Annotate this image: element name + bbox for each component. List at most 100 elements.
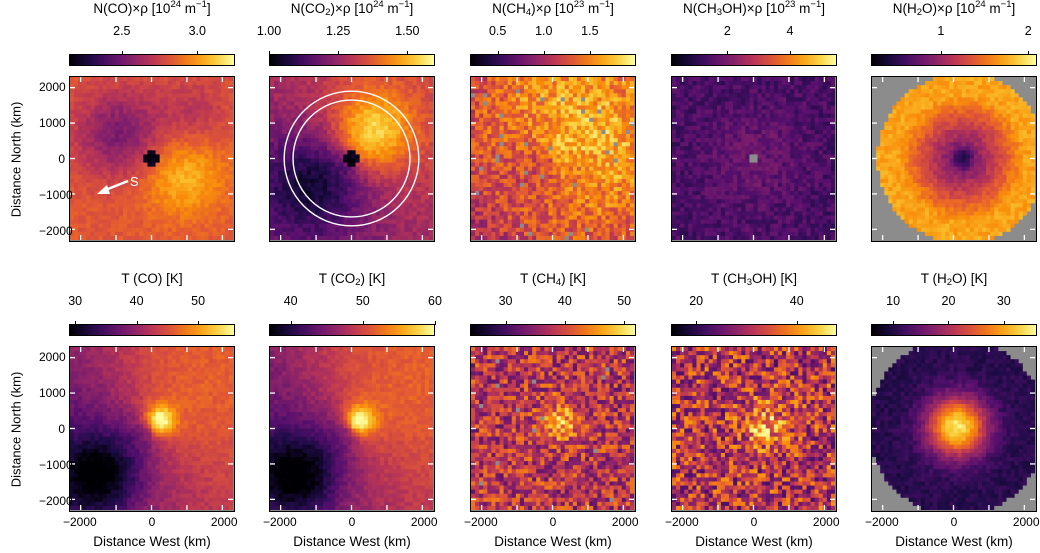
colorbar-tick-label: 3.0 <box>188 24 206 38</box>
colorbar-tick <box>198 321 200 325</box>
panel-title: N(H2O)×ρ [1024 m−1] <box>892 0 1016 18</box>
colorbar-tick-labels: 2.5 3.0 <box>69 24 235 40</box>
y-axis-label-bottom: Distance North (km) <box>7 371 23 487</box>
panel-title: N(CH4)×ρ [1023 m−1] <box>492 0 614 18</box>
y-tick-label: −2000 <box>39 224 73 239</box>
x-tick-label: 0 <box>750 515 758 529</box>
colorbar-tick <box>121 51 123 55</box>
panel-r2-c1: T (CO) [K] 30 40 50 −2000 0 2000 Distance West … <box>39 270 238 549</box>
colorbar-tick-label: 0.5 <box>488 24 507 38</box>
colorbar-tick-label: 1.25 <box>325 24 351 38</box>
colorbar-tick <box>696 321 698 325</box>
aperture-circle <box>283 90 420 227</box>
panel-title: N(CO2)×ρ [1024 m−1] <box>290 0 414 18</box>
x-tick-label: 2000 <box>1012 515 1040 529</box>
panel-title: T (H2O) [K] <box>920 271 988 288</box>
panel-r2-c5: T (H2O) [K] 10 20 30 −2000 0 2000 Distance West… <box>865 270 1040 549</box>
colorbar <box>69 321 235 336</box>
x-tick-label: 2000 <box>210 515 238 529</box>
colorbar <box>470 321 636 336</box>
x-tick-label: 2000 <box>410 515 438 529</box>
colorbar-tick-label: 1.00 <box>256 24 282 38</box>
colorbar-tick-labels: 20 40 <box>671 294 837 310</box>
colorbar-tick <box>497 51 499 55</box>
colorbar-tick <box>727 51 729 55</box>
x-tick-label: 0 <box>148 515 156 529</box>
colorbar-tick-label: 2 <box>1024 24 1032 38</box>
colorbar-tick-label: 1.0 <box>535 24 553 38</box>
colorbar-tick-labels: 1.00 1.25 1.50 <box>257 24 435 40</box>
colorbar-tick <box>407 51 409 55</box>
colorbar-tick-label: 1 <box>937 24 945 38</box>
colorbar-tick-label: 2 <box>723 24 731 38</box>
colorbar-tick-labels: 0.5 1.0 1.5 <box>470 24 636 40</box>
colorbar-tick-labels: 30 40 50 <box>470 294 636 310</box>
colorbar-tick-label: 60 <box>428 294 442 308</box>
y-tick-label: 0 <box>58 152 65 166</box>
x-axis-label: Distance West (km) <box>895 534 1013 549</box>
colorbar-tick <box>948 321 950 325</box>
panel-r2-c4: T (CH3OH) [K] 20 40 −2000 0 2000 Distance West… <box>665 270 840 549</box>
x-axis-label: Distance West (km) <box>695 534 813 549</box>
colorbar <box>470 51 636 66</box>
colorbar <box>871 51 1037 66</box>
colorbar-tick-label: 40 <box>789 294 804 308</box>
direction-arrow-head <box>97 185 110 194</box>
panel-r1-c1: N(CO)×ρ [1024 m−1] 2.5 3.0 S 2000 1000 0 −1000 −… <box>39 0 235 262</box>
x-tick-label: −2000 <box>864 515 899 529</box>
heatmap <box>470 76 636 242</box>
colorbar <box>671 321 837 336</box>
colorbar-tick <box>564 321 566 325</box>
panel-r2-c3: T (CH4) [K] 30 40 50 −2000 0 2000 Distance West… <box>464 270 639 549</box>
panel-r1-c3: N(CH4)×ρ [1023 m−1] 0.5 1.0 1.5 <box>470 0 636 262</box>
x-tick-label: 0 <box>348 515 356 529</box>
x-tick-label: −2000 <box>463 515 498 529</box>
panel-r1-c4: N(CH3OH)×ρ [1023 m−1] 2 4 <box>671 0 837 262</box>
colorbar-tick-labels: 40 50 60 <box>269 294 442 310</box>
colorbar-tick <box>290 321 292 325</box>
colorbar-tick-label: 40 <box>283 294 298 308</box>
panel-title: T (CH4) [K] <box>520 271 586 288</box>
colorbar-tick-label: 30 <box>498 294 513 308</box>
colorbar-tick-label: 40 <box>557 294 572 308</box>
colorbar <box>269 51 435 66</box>
heatmap <box>470 346 636 512</box>
colorbar <box>269 321 436 336</box>
colorbar-tick-label: 20 <box>689 294 704 308</box>
x-tick-label: 2000 <box>812 515 840 529</box>
colorbar <box>871 321 1037 336</box>
y-tick-label: 0 <box>58 422 65 436</box>
colorbar-tick <box>1028 51 1030 55</box>
x-axis-label: Distance West (km) <box>494 534 612 549</box>
colorbar-tick-label: 4 <box>786 24 794 38</box>
x-tick-label: 0 <box>549 515 557 529</box>
colorbar-tick <box>624 321 626 325</box>
colorbar-tick-labels: 10 20 30 <box>871 294 1037 310</box>
y-tick-label: −2000 <box>39 494 73 509</box>
y-tick-label: 1000 <box>39 115 66 130</box>
panel-r1-c2: N(CO2)×ρ [1024 m−1] 1.00 1.25 1.50 <box>257 0 435 262</box>
y-tick-label: 2000 <box>39 79 66 94</box>
heatmap <box>871 76 1037 242</box>
colorbar-tick-label: 30 <box>996 294 1011 308</box>
y-tick-label: 1000 <box>39 385 66 400</box>
colorbar-tick <box>197 51 199 55</box>
colorbar <box>69 51 235 66</box>
colorbar-tick-label: 30 <box>68 294 83 308</box>
heatmap <box>671 346 837 512</box>
panel-title: T (CH3OH) [K] <box>710 271 798 288</box>
colorbar-tick <box>505 321 507 325</box>
panel-title: N(CO)×ρ [1024 m−1] <box>93 0 211 16</box>
colorbar-tick <box>362 321 364 325</box>
x-tick-label: −2000 <box>62 515 97 529</box>
colorbar-tick-label: 1.50 <box>395 24 420 38</box>
y-axis-label-top: Distance North (km) <box>7 101 23 217</box>
panel-r2-c2: T (CO2) [K] 40 50 60 −2000 0 2000 Distance West… <box>263 270 442 549</box>
panel-title: N(CH3OH)×ρ [1023 m−1] <box>682 0 826 18</box>
heatmap <box>871 346 1037 512</box>
colorbar <box>671 51 837 66</box>
colorbar-tick <box>790 51 792 55</box>
y-tick-label: 2000 <box>39 349 66 364</box>
